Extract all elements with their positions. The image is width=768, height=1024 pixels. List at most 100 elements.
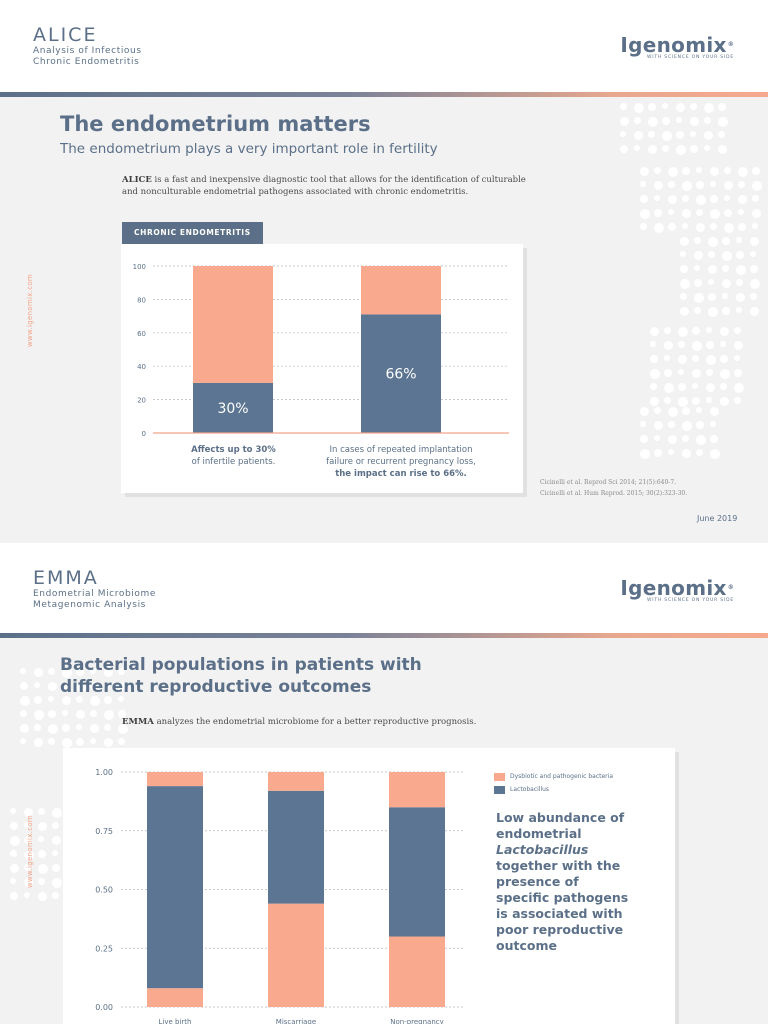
decor-dot: [710, 435, 718, 443]
decor-dot: [736, 279, 743, 286]
gradient-divider-2: [0, 633, 768, 638]
decor-dot: [52, 808, 62, 818]
decor-dot: [10, 822, 18, 830]
bar-segment: [389, 807, 445, 937]
y-tick-label: 0.25: [95, 944, 113, 953]
decor-dot: [722, 265, 729, 272]
decor-dot: [48, 668, 55, 675]
intro-line2: and nonculturable endometrial pathogens …: [122, 187, 469, 197]
emma-intro-bold: EMMA: [122, 717, 154, 727]
caption2-line2: failure or recurrent pregnancy loss,: [326, 457, 476, 467]
emma-brand: EMMA Endometrial Microbiome Metagenomic …: [33, 567, 156, 611]
decor-dot: [10, 850, 17, 857]
logo-tagline: WITH SCIENCE ON YOUR SIDE: [646, 55, 734, 60]
decor-dot: [104, 668, 113, 677]
decor-dot: [90, 682, 98, 690]
decor-dot: [640, 181, 646, 187]
decor-dot: [734, 383, 744, 393]
reference-2: Cicinelli et al. Hum Reprod. 2015; 30(2)…: [540, 490, 688, 497]
decor-dot: [682, 167, 690, 175]
decor-dot: [76, 668, 84, 676]
decor-dot: [104, 724, 111, 731]
decor-dot: [648, 131, 655, 138]
decor-dot: [104, 696, 112, 704]
decor-dot: [90, 738, 96, 744]
decor-dot: [710, 195, 718, 203]
decor-dot: [736, 265, 746, 275]
alice-brand: ALICE Analysis of Infectious Chronic End…: [33, 24, 142, 68]
decor-dot: [668, 195, 677, 204]
logo-reg-2: ®: [727, 584, 734, 591]
decor-dot: [682, 421, 692, 431]
decor-dot: [710, 181, 716, 187]
legend-swatch-lactobacillus: [494, 785, 505, 794]
decor-dot: [710, 223, 717, 230]
bar-segment: [361, 266, 441, 315]
decor-dot: [648, 117, 658, 127]
bar-segment: [147, 988, 203, 1007]
callout-line-3: Lactobacillus: [496, 842, 589, 857]
caption2-line1: In cases of repeated implantation: [329, 445, 473, 455]
bar-segment: [147, 772, 203, 787]
callout-line-2: endometrial: [496, 826, 582, 841]
caption-right: In cases of repeated implantation failur…: [316, 444, 486, 480]
decor-dot: [678, 383, 686, 391]
decor-dot: [680, 293, 687, 300]
decor-dot: [640, 223, 647, 230]
decor-dot: [90, 668, 96, 674]
decor-dot: [10, 878, 16, 884]
emma-header: EMMA Endometrial Microbiome Metagenomic …: [0, 543, 768, 633]
legend-item-lactobacillus: Lactobacillus: [494, 783, 613, 796]
decor-dot: [696, 181, 704, 189]
decor-dot: [634, 131, 643, 140]
decorative-dot-pattern-2: [0, 638, 768, 1024]
decor-dot: [724, 167, 731, 174]
decor-dot: [720, 341, 726, 347]
decor-dot: [752, 167, 760, 175]
decor-dot: [62, 738, 72, 748]
decor-dot: [668, 435, 677, 444]
decor-dot: [738, 209, 744, 215]
decor-dot: [654, 421, 663, 430]
decor-dot: [678, 397, 688, 407]
decor-dot: [752, 223, 758, 229]
decor-dot: [720, 397, 729, 406]
decor-dot: [694, 265, 700, 271]
decor-dot: [52, 878, 62, 888]
page-subtitle: The endometrium plays a very important r…: [60, 141, 438, 157]
decor-dot: [704, 117, 711, 124]
decor-dot: [750, 293, 757, 300]
decor-dot: [668, 223, 676, 231]
decor-dot: [752, 209, 761, 218]
decor-dot: [664, 369, 672, 377]
y-tick-label: 0.75: [95, 827, 113, 836]
emma-chart: 0.00 0.25 0.50 0.75 1.00 Live birth Miscarriag…: [95, 768, 463, 1024]
decor-dot: [708, 307, 718, 317]
decor-dot: [734, 397, 741, 404]
callout-line-6: specific pathogens: [496, 890, 629, 905]
alice-chart: 0 20 40 60 80 100 30% 66%: [133, 263, 509, 438]
decor-dot: [682, 223, 688, 229]
alice-panel: ALICE Analysis of Infectious Chronic End…: [0, 24, 768, 543]
decor-dot: [722, 251, 732, 261]
decor-dot: [710, 209, 720, 219]
decor-dot: [34, 696, 42, 704]
decor-dot: [90, 724, 99, 733]
decor-dot: [662, 117, 670, 125]
callout-line-1: Low abundance of: [496, 810, 625, 825]
decor-dot: [724, 209, 732, 217]
decor-dot: [692, 369, 701, 378]
caption2-bold: the impact can rise to 66%.: [335, 469, 467, 479]
decor-dot: [654, 195, 660, 201]
decor-dot: [34, 738, 43, 747]
decor-dot: [710, 421, 716, 427]
decor-dot: [668, 421, 675, 428]
decor-dot: [668, 449, 674, 455]
decor-dot: [720, 383, 727, 390]
decor-dot: [664, 397, 671, 404]
decor-dot: [20, 682, 28, 690]
decor-dot: [640, 435, 648, 443]
reference-1: Cicinelli et al. Reprod Sci 2014; 21(5):…: [540, 479, 677, 486]
decor-dot: [76, 710, 85, 719]
decor-dot: [704, 131, 713, 140]
